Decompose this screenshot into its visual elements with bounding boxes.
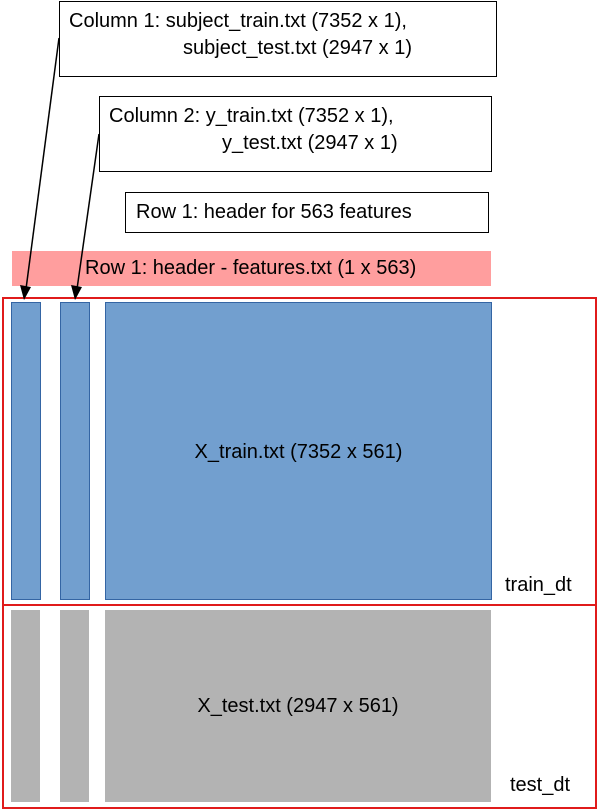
column2-arrow [76, 133, 100, 290]
column1-callout-line1: Column 1: subject_train.txt (7352 x 1), [69, 10, 407, 32]
test-y-column [60, 610, 89, 802]
header-features-bar: Row 1: header - features.txt (1 x 563) [12, 251, 491, 286]
column1-callout-line2: subject_test.txt (2947 x 1) [183, 37, 413, 59]
column1-arrowhead [20, 285, 31, 300]
x-train-label: X_train.txt (7352 x 561) [194, 441, 403, 463]
header-features-label: Row 1: header - features.txt (1 x 563) [85, 257, 417, 279]
row1-header-callout-text: Row 1: header for 563 features [136, 201, 412, 223]
train-y-column [60, 302, 90, 600]
column2-callout-line2: y_test.txt (2947 x 1) [222, 132, 398, 154]
column1-arrow [25, 37, 60, 290]
column1-callout: Column 1: subject_train.txt (7352 x 1), … [59, 1, 497, 77]
test-dt-label: test_dt [510, 774, 571, 796]
row1-header-callout: Row 1: header for 563 features [125, 192, 489, 233]
column2-callout-line1: Column 2: y_train.txt (7352 x 1), [109, 105, 394, 127]
train-subject-column [11, 302, 41, 600]
test-subject-column [11, 610, 40, 802]
x-train-block: X_train.txt (7352 x 561) [105, 302, 492, 600]
x-test-block: X_test.txt (2947 x 561) [105, 610, 491, 802]
column2-callout: Column 2: y_train.txt (7352 x 1), y_test… [99, 96, 492, 172]
x-test-label: X_test.txt (2947 x 561) [197, 695, 399, 717]
column2-arrowhead [71, 285, 82, 300]
train-dt-label: train_dt [505, 574, 572, 596]
test-dt-region [2, 604, 597, 809]
